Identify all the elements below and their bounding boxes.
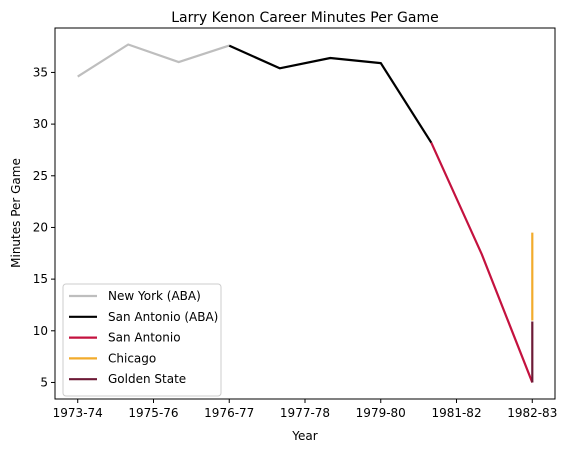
x-tick-label: 1976-77 (204, 406, 254, 420)
y-tick-label: 30 (33, 117, 48, 131)
x-tick-label: 1973-74 (53, 406, 103, 420)
legend-label: Golden State (108, 372, 186, 386)
chart-title: Larry Kenon Career Minutes Per Game (171, 10, 438, 26)
legend: New York (ABA) San Antonio (ABA) San Anton… (62, 283, 222, 397)
series-layer (77, 43, 534, 383)
y-axis: 5 10 15 20 25 30 35 (33, 65, 55, 389)
legend-box (62, 283, 222, 397)
legend-label: San Antonio (108, 331, 181, 345)
x-tick-label: 1979-80 (356, 406, 406, 420)
y-tick-label: 35 (33, 65, 48, 79)
x-tick-label: 1982-83 (507, 406, 557, 420)
x-axis-label: Year (291, 429, 317, 443)
legend-label: Chicago (108, 351, 156, 365)
y-tick-label: 10 (33, 324, 48, 338)
series-line-0 (77, 43, 230, 78)
x-tick-label: 1975-76 (128, 406, 178, 420)
y-tick-label: 15 (33, 272, 48, 286)
series-line-2 (430, 142, 534, 383)
y-tick-label: 25 (33, 169, 48, 183)
x-tick-label: 1977-78 (280, 406, 330, 420)
series-line-1 (228, 44, 433, 144)
x-tick-label: 1981-82 (431, 406, 481, 420)
x-axis: 1973-74 1975-76 1976-77 1977-78 1979-80 1981-… (53, 399, 557, 420)
y-axis-label: Minutes Per Game (9, 158, 23, 268)
legend-label: San Antonio (ABA) (108, 310, 218, 324)
legend-label: New York (ABA) (108, 289, 201, 303)
y-tick-label: 5 (40, 375, 48, 389)
y-tick-label: 20 (33, 220, 48, 234)
